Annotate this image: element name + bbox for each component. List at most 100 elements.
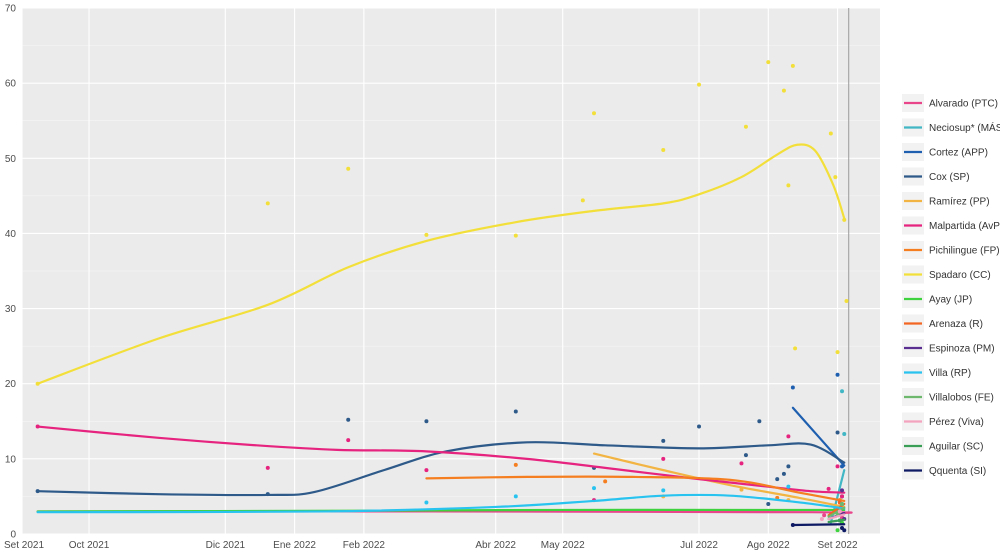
data-point-spadaro-cc: [766, 60, 771, 65]
data-point-spadaro-cc: [743, 124, 748, 129]
data-point-malpartida-avp: [265, 465, 270, 470]
data-point-cox-sp: [786, 464, 791, 469]
legend-label: Aguilar (SC): [929, 442, 983, 453]
legend-item-arenaza-r: Arenaza (R): [902, 314, 983, 333]
y-tick-label: 70: [5, 4, 17, 15]
data-point-malpartida-avp: [786, 434, 791, 439]
trend-line-pichilingue-fp: [425, 475, 846, 503]
data-point-cortez-app: [790, 385, 795, 390]
data-point-spadaro-cc: [786, 183, 791, 188]
data-point-villa-rp: [513, 494, 518, 499]
legend-label: Malpartida (AvP): [929, 221, 1000, 232]
y-tick-label: 50: [5, 154, 17, 165]
trend-line-qquenta-si: [791, 523, 846, 527]
legend-label: Pérez (Viva): [929, 417, 984, 428]
data-point-spadaro-cc: [844, 299, 849, 304]
data-point-villa-rp: [592, 486, 596, 491]
x-tick-label: Feb 2022: [343, 540, 386, 551]
trend-line-p-rez-viva: [827, 513, 846, 521]
trend-line-cox-sp: [36, 441, 846, 497]
data-point-qquenta-si: [842, 528, 847, 533]
trend-line-spadaro-cc: [36, 143, 846, 385]
data-point-spadaro-cc: [835, 350, 840, 355]
trend-line-ram-rez-pp: [592, 452, 846, 509]
trend-line-villa-rp: [36, 493, 846, 514]
data-point-spadaro-cc: [661, 148, 666, 153]
data-point-malpartida-avp: [840, 494, 845, 499]
legend-item-alvarado-ptc: Alvarado (PTC): [902, 94, 998, 112]
data-point-cox-sp: [775, 477, 780, 482]
y-tick-label: 60: [5, 79, 17, 90]
data-point-ayay-jp: [835, 528, 840, 533]
legend-label: Pichilingue (FP): [929, 246, 1000, 257]
data-point-spadaro-cc: [580, 198, 585, 203]
legend-label: Spadaro (CC): [929, 270, 991, 281]
data-point-cox-sp: [661, 438, 666, 443]
data-point-pichilingue-fp: [603, 479, 608, 484]
x-tick-label: Set 2022: [818, 540, 858, 551]
y-tick-label: 0: [10, 530, 16, 541]
data-point-cox-sp: [835, 430, 840, 435]
data-point-neciosup-m-s: [840, 389, 845, 394]
data-point-neciosup-m-s: [842, 432, 847, 437]
data-point-spadaro-cc: [781, 88, 786, 93]
legend-item-ayay-jp: Ayay (JP): [902, 290, 972, 308]
x-tick-label: May 2022: [541, 540, 585, 551]
data-point-spadaro-cc: [793, 346, 798, 351]
legend-item-ram-rez-pp: Ramírez (PP): [902, 192, 990, 210]
data-point-malpartida-avp: [835, 464, 840, 469]
data-point-pichilingue-fp: [513, 462, 518, 467]
legend-item-spadaro-cc: Spadaro (CC): [902, 265, 991, 284]
data-point-spadaro-cc: [265, 201, 270, 206]
data-point-cox-sp: [743, 453, 748, 458]
x-tick-label: Set 2021: [4, 540, 44, 551]
legend-label: Neciosup* (MÁS): [929, 121, 1000, 134]
x-tick-label: Dic 2021: [206, 540, 246, 551]
legend-item-p-rez-viva: Pérez (Viva): [902, 412, 984, 431]
data-point-ram-rez-pp: [739, 487, 744, 492]
legend-label: Villa (RP): [929, 368, 971, 379]
legend-item-cortez-app: Cortez (APP): [902, 143, 988, 161]
x-tick-label: Jul 2022: [680, 540, 718, 551]
data-point-cox-sp: [757, 419, 762, 424]
data-point-cox-sp: [346, 417, 351, 422]
data-point-villa-rp: [786, 484, 791, 489]
data-point-cox-sp: [424, 419, 429, 424]
data-point-cox-sp: [766, 501, 771, 506]
data-point-spadaro-cc: [346, 166, 351, 171]
data-point-spadaro-cc: [842, 217, 847, 222]
data-point-spadaro-cc: [828, 131, 833, 136]
trend-line-villalobos-fe: [827, 506, 846, 518]
trend-line-cortez-app: [791, 406, 846, 467]
data-point-villa-rp: [424, 500, 429, 505]
data-point-spadaro-cc: [513, 233, 518, 238]
data-point-spadaro-cc: [424, 232, 429, 237]
legend-item-villa-rp: Villa (RP): [902, 363, 971, 382]
data-point-spadaro-cc: [833, 175, 838, 180]
x-tick-label: Abr 2022: [475, 540, 516, 551]
data-point-malpartida-avp: [661, 456, 666, 461]
legend-item-qquenta-si: Qquenta (SI): [902, 461, 986, 480]
legend-item-espinoza-pm: Espinoza (PM): [902, 339, 995, 357]
y-tick-label: 40: [5, 229, 17, 240]
legend-label: Ayay (JP): [929, 295, 972, 306]
data-point-cox-sp: [697, 424, 702, 429]
data-point-malpartida-avp: [739, 461, 744, 466]
legend-label: Villalobos (FE): [929, 393, 994, 404]
data-point-malpartida-avp: [424, 468, 429, 473]
data-point-villa-rp: [661, 488, 666, 493]
y-tick-label: 20: [5, 379, 17, 390]
legend-label: Alvarado (PTC): [929, 99, 998, 110]
x-tick-label: Oct 2021: [69, 540, 110, 551]
legend-label: Espinoza (PM): [929, 344, 995, 355]
data-point-malpartida-avp: [346, 438, 351, 443]
data-point-spadaro-cc: [697, 82, 702, 87]
legend-item-neciosup-m-s: Neciosup* (MÁS): [902, 118, 1000, 137]
data-point-cox-sp: [781, 471, 786, 476]
data-point-alvarado-ptc: [822, 513, 827, 518]
data-point-spadaro-cc: [790, 63, 795, 68]
legend-label: Arenaza (R): [929, 319, 983, 330]
data-point-p-rez-viva: [819, 516, 824, 521]
data-point-espinoza-pm: [840, 488, 845, 493]
